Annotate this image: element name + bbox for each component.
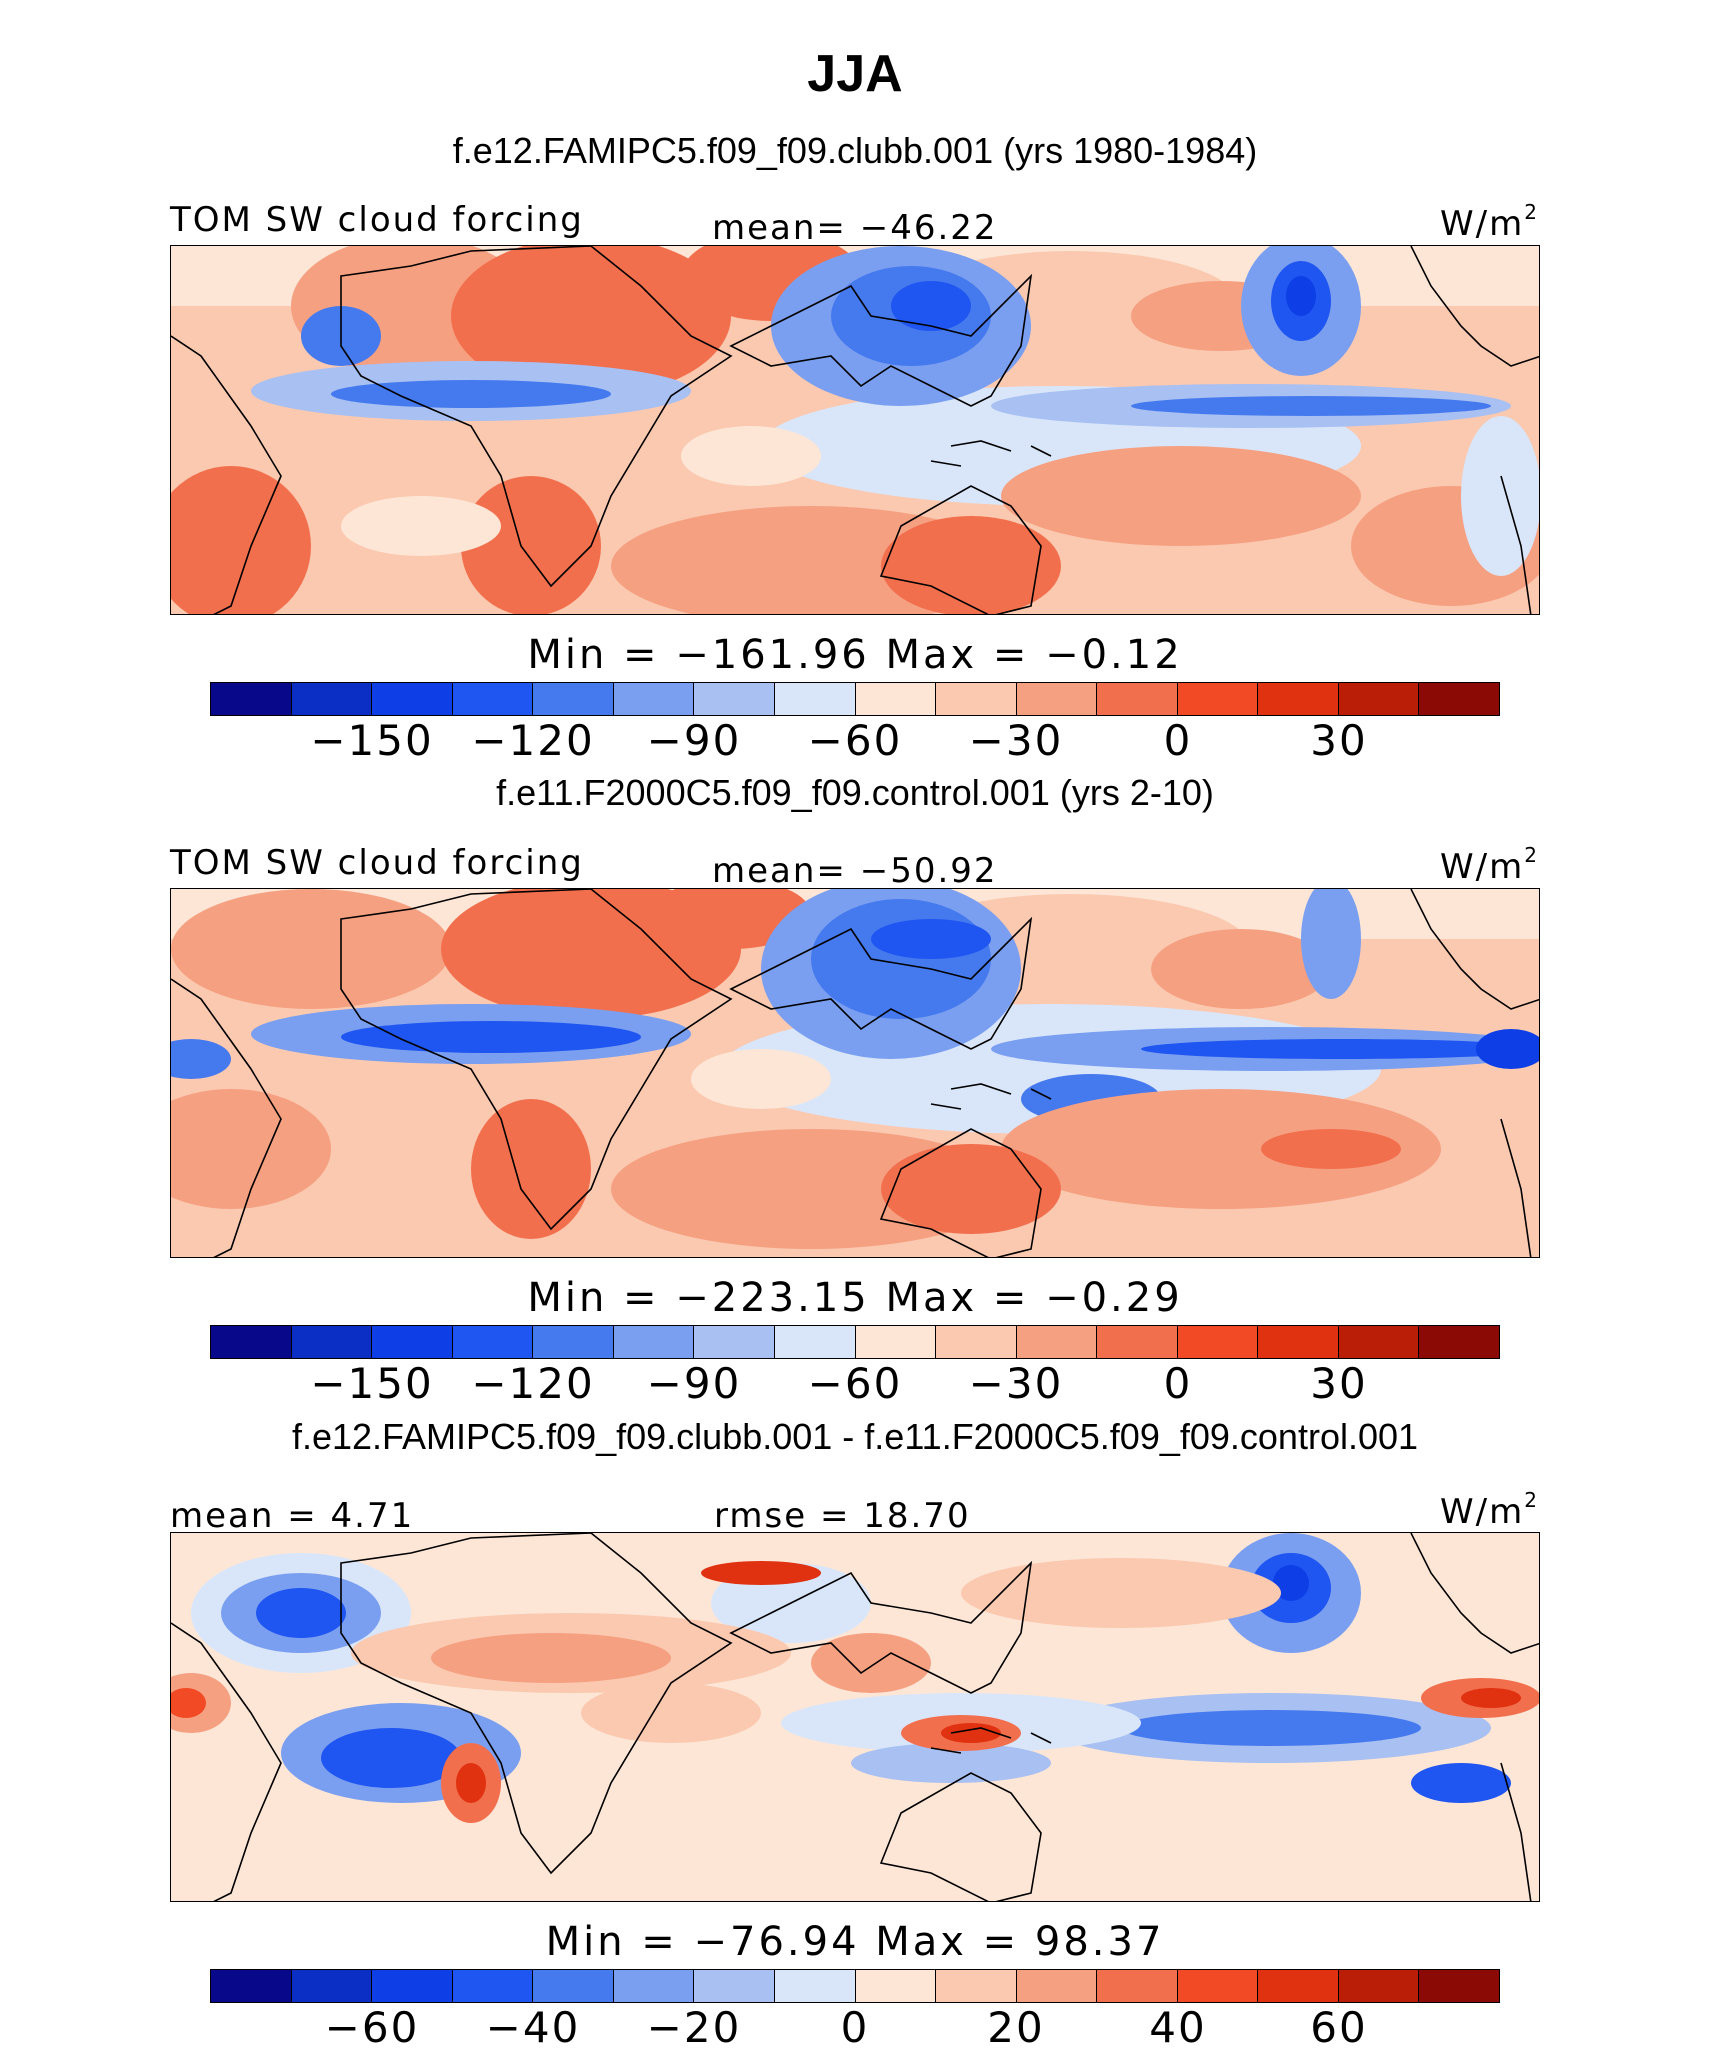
panel-3-rmse-label: rmse = 18.70 — [714, 1496, 971, 1536]
panel-1-colorbar-tick: −30 — [968, 716, 1064, 765]
colorbar-swatch — [452, 1970, 534, 2002]
panel-2-variable-label: TOM SW cloud forcing — [170, 843, 584, 883]
colorbar-swatch — [774, 1326, 856, 1358]
colorbar-swatch — [1177, 1326, 1259, 1358]
panel-2-colorbar — [210, 1325, 1500, 1359]
panel-3-mean-label: mean = 4.71 — [170, 1496, 415, 1536]
colorbar-swatch — [1258, 1970, 1339, 2002]
colorbar-swatch — [211, 1970, 292, 2002]
panel-2-subtitle: f.e11.F2000C5.f09_f09.control.001 (yrs 2… — [496, 772, 1214, 813]
colorbar-swatch — [291, 1970, 373, 2002]
colorbar-swatch — [936, 683, 1017, 715]
colorbar-swatch — [936, 1326, 1017, 1358]
panel-3-units: W/m2 — [1440, 1488, 1539, 1532]
colorbar-swatch — [1097, 1970, 1178, 2002]
panel-2-colorbar-tick: −60 — [807, 1359, 903, 1408]
panel-3-colorbar-tick: 20 — [987, 2003, 1045, 2052]
panel-3-colorbar-tick: −60 — [324, 2003, 420, 2052]
colorbar-swatch — [372, 683, 453, 715]
figure-title: JJA — [807, 45, 903, 103]
colorbar-swatch — [1419, 1970, 1499, 2002]
colorbar-swatch — [1258, 1326, 1339, 1358]
colorbar-swatch — [533, 683, 614, 715]
panel-1-colorbar — [210, 682, 1500, 716]
colorbar-swatch — [1419, 683, 1499, 715]
panel-1-colorbar-tick: 30 — [1310, 716, 1368, 765]
colorbar-swatch — [613, 683, 695, 715]
panel-2-colorbar-tick: −30 — [968, 1359, 1064, 1408]
colorbar-swatch — [936, 1970, 1017, 2002]
panel-1-colorbar-tick: −120 — [471, 716, 595, 765]
panel-1-units: W/m2 — [1440, 200, 1539, 244]
colorbar-swatch — [1177, 683, 1259, 715]
panel-2-mean-label: mean= −50.92 — [712, 851, 998, 891]
panel-1-colorbar-tick: −90 — [646, 716, 742, 765]
panel-1-map — [170, 245, 1540, 615]
colorbar-swatch — [613, 1970, 695, 2002]
colorbar-swatch — [1016, 1326, 1098, 1358]
panel-1-minmax: Min = −161.96 Max = −0.12 — [527, 632, 1183, 678]
colorbar-swatch — [694, 683, 775, 715]
panel-2-colorbar-tick: −120 — [471, 1359, 595, 1408]
panel-3-colorbar-tick: 60 — [1310, 2003, 1368, 2052]
panel-3-minmax: Min = −76.94 Max = 98.37 — [545, 1919, 1165, 1965]
panel-3-colorbar-tick: 40 — [1149, 2003, 1207, 2052]
panel-2-colorbar-tick: −90 — [646, 1359, 742, 1408]
panel-2-colorbar-tick: 0 — [1163, 1359, 1193, 1408]
colorbar-swatch — [855, 683, 937, 715]
panel-2-colorbar-tick: 30 — [1310, 1359, 1368, 1408]
colorbar-swatch — [1097, 683, 1178, 715]
panel-2-map — [170, 888, 1540, 1258]
colorbar-swatch — [452, 1326, 534, 1358]
panel-1-mean-label: mean= −46.22 — [712, 208, 998, 248]
panel-3-map — [170, 1532, 1540, 1902]
colorbar-swatch — [694, 1326, 775, 1358]
colorbar-swatch — [855, 1970, 937, 2002]
colorbar-swatch — [694, 1970, 775, 2002]
colorbar-swatch — [1016, 683, 1098, 715]
panel-1-subtitle: f.e12.FAMIPC5.f09_f09.clubb.001 (yrs 198… — [452, 130, 1258, 171]
colorbar-swatch — [855, 1326, 937, 1358]
colorbar-swatch — [291, 683, 373, 715]
colorbar-swatch — [1338, 1326, 1420, 1358]
colorbar-swatch — [291, 1326, 373, 1358]
colorbar-swatch — [452, 683, 534, 715]
colorbar-swatch — [1338, 683, 1420, 715]
panel-3-colorbar — [210, 1969, 1500, 2003]
colorbar-swatch — [613, 1326, 695, 1358]
panel-1-colorbar-tick: 0 — [1163, 716, 1193, 765]
panel-1-colorbar-tick: −150 — [310, 716, 434, 765]
panel-2-minmax: Min = −223.15 Max = −0.29 — [527, 1275, 1183, 1321]
colorbar-swatch — [774, 683, 856, 715]
panel-1-colorbar-tick: −60 — [807, 716, 903, 765]
colorbar-swatch — [372, 1970, 453, 2002]
panel-2-units: W/m2 — [1440, 843, 1539, 887]
panel-1-variable-label: TOM SW cloud forcing — [170, 200, 584, 240]
colorbar-swatch — [1338, 1970, 1420, 2002]
colorbar-swatch — [533, 1326, 614, 1358]
colorbar-swatch — [533, 1970, 614, 2002]
panel-3-colorbar-tick: −40 — [485, 2003, 581, 2052]
panel-3-colorbar-tick: −20 — [646, 2003, 742, 2052]
colorbar-swatch — [211, 683, 292, 715]
colorbar-swatch — [1016, 1970, 1098, 2002]
colorbar-swatch — [1419, 1326, 1499, 1358]
panel-3-colorbar-tick: 0 — [840, 2003, 870, 2052]
colorbar-swatch — [1177, 1970, 1259, 2002]
colorbar-swatch — [774, 1970, 856, 2002]
panel-2-colorbar-tick: −150 — [310, 1359, 434, 1408]
colorbar-swatch — [211, 1326, 292, 1358]
colorbar-swatch — [1097, 1326, 1178, 1358]
colorbar-swatch — [372, 1326, 453, 1358]
panel-3-subtitle: f.e12.FAMIPC5.f09_f09.clubb.001 - f.e11.… — [291, 1416, 1419, 1457]
colorbar-swatch — [1258, 683, 1339, 715]
